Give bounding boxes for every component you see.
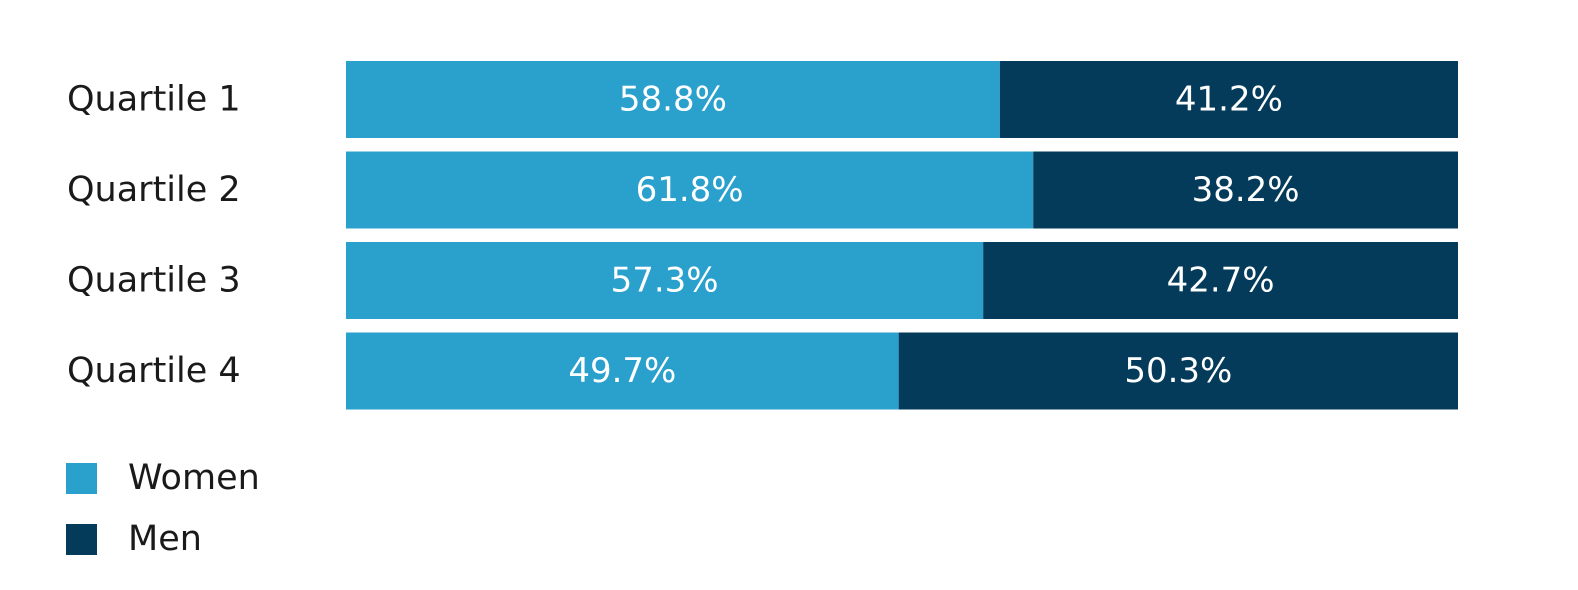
- category-labels: Quartile 1 Quartile 2 Quartile 3 Quartile 4: [67, 80, 241, 392]
- stacked-bar-chart: Quartile 1 Quartile 2 Quartile 3 Quartile 4…: [67, 61, 1458, 410]
- legend-item-men: Men: [66, 519, 260, 559]
- legend: Women Men: [66, 458, 260, 584]
- category-label-quartile-2: Quartile 2: [67, 170, 241, 210]
- data-label-women-quartile-4: 49.7%: [568, 351, 676, 391]
- bars: [346, 61, 1458, 410]
- data-label-men-quartile-4: 50.3%: [1124, 351, 1232, 391]
- bar-men-quartile-3: [983, 242, 1458, 319]
- data-label-men-quartile-2: 38.2%: [1192, 170, 1300, 210]
- data-label-women-quartile-1: 58.8%: [619, 80, 727, 120]
- bar-men-quartile-2: [1033, 151, 1458, 229]
- category-label-quartile-4: Quartile 4: [67, 351, 241, 391]
- legend-label-women: Women: [128, 458, 260, 498]
- data-label-women-quartile-3: 57.3%: [611, 261, 719, 301]
- bar-men-quartile-1: [999, 61, 1458, 138]
- legend-swatch-women: [66, 462, 97, 494]
- bar-men-quartile-4: [898, 332, 1458, 410]
- bar-women-quartile-4: [346, 332, 899, 410]
- category-label-quartile-1: Quartile 1: [67, 80, 241, 120]
- data-labels: 58.8% 41.2% 61.8% 38.2% 57.3% 42.7% 49.7% 50.3%: [568, 80, 1299, 392]
- bar-women-quartile-2: [346, 151, 1034, 229]
- data-label-men-quartile-1: 41.2%: [1175, 80, 1283, 120]
- data-label-men-quartile-3: 42.7%: [1167, 261, 1275, 301]
- bar-women-quartile-1: [346, 61, 1000, 138]
- bar-women-quartile-3: [346, 242, 984, 319]
- legend-item-women: Women: [66, 458, 260, 498]
- legend-swatch-men: [66, 523, 97, 555]
- category-label-quartile-3: Quartile 3: [67, 261, 241, 301]
- legend-label-men: Men: [128, 519, 202, 559]
- data-label-women-quartile-2: 61.8%: [636, 170, 744, 210]
